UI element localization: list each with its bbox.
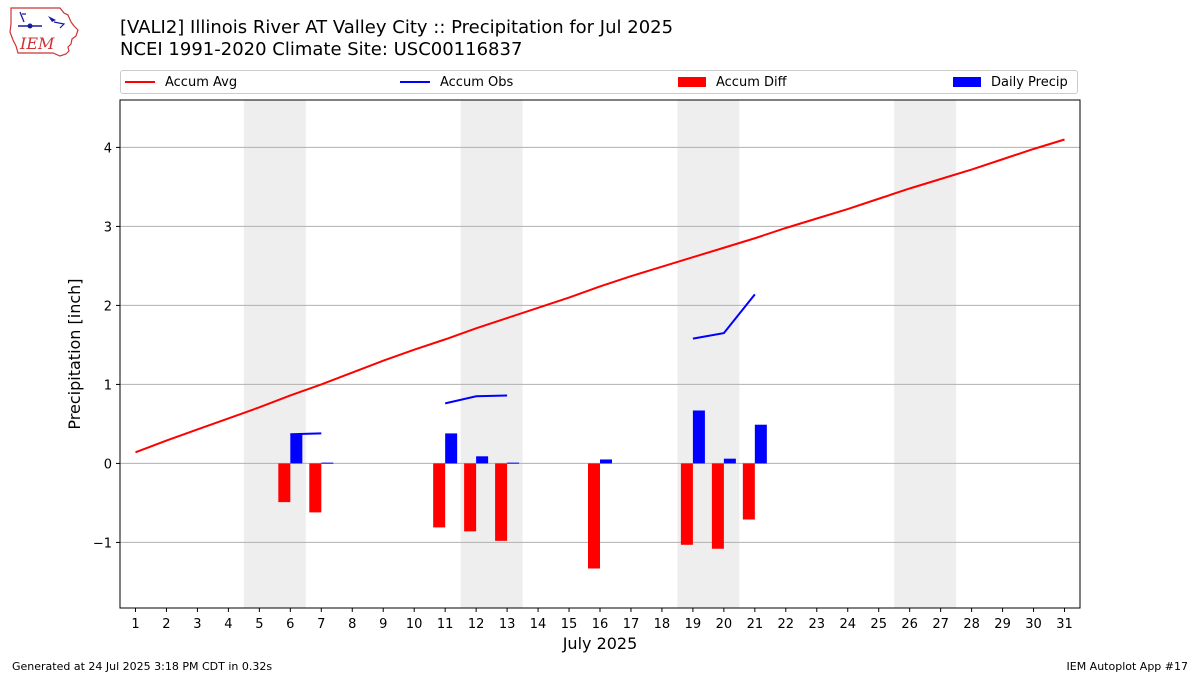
legend-item-accum-avg: Accum Avg [125,71,237,93]
daily-precip-bar-20 [723,458,736,464]
x-tick-label: 3 [193,617,201,632]
accum-diff-bar-16 [588,463,600,569]
x-tick-label: 22 [778,617,795,632]
daily-precip-bar-16 [600,459,612,464]
legend-item-accum-obs: Accum Obs [400,71,513,93]
x-tick-label: 8 [348,617,356,632]
daily-precip-bar-13 [507,462,520,464]
x-tick-label: 2 [162,617,170,632]
accum-diff-bar-21 [742,463,755,520]
x-tick-label: 5 [255,617,263,632]
x-tick-label: 14 [530,617,547,632]
x-tick-label: 15 [561,617,578,632]
x-tick-label: 20 [716,617,733,632]
x-tick-label: 30 [1025,617,1042,632]
x-tick-label: 4 [224,617,232,632]
y-tick-label: 2 [104,299,112,314]
y-tick-label: 0 [104,457,112,472]
x-tick-label: 6 [286,617,294,632]
legend-label-accum-obs: Accum Obs [440,74,514,90]
x-tick-label: 1 [131,617,139,632]
daily-precip-bar-11 [445,433,458,464]
x-tick-label: 27 [932,617,949,632]
x-tick-label: 23 [809,617,826,632]
accum-obs-line-2 [692,293,756,340]
x-tick-label: 18 [654,617,671,632]
iem-logo: IEM [9,7,79,57]
x-tick-label: 12 [468,617,485,632]
daily-precip-bar-19 [692,410,705,464]
legend-swatch-accum-diff [678,77,706,87]
accum-diff-bar-6 [278,463,291,503]
x-tick-label: 17 [623,617,640,632]
footer-app: IEM Autoplot App #17 [1066,660,1189,673]
weekend-band-1 [460,100,523,608]
legend-label-accum-diff: Accum Diff [716,74,787,90]
y-axis-label: Precipitation [inch] [65,278,84,429]
x-tick-label: 19 [685,617,702,632]
accum-diff-bar-11 [433,463,446,528]
footer-generated: Generated at 24 Jul 2025 3:18 PM CDT in … [12,660,273,673]
daily-precip-bar-21 [754,424,767,464]
weekend-band-0 [243,100,306,608]
y-tick-label: 3 [104,220,112,235]
x-axis-label: July 2025 [562,634,638,653]
chart-subtitle: NCEI 1991-2020 Climate Site: USC00116837 [120,39,523,60]
chart-title: [VALI2] Illinois River AT Valley City ::… [120,17,674,38]
daily-precip-bar-6 [290,434,303,464]
legend-item-daily-precip: Daily Precip [953,71,1068,93]
accum-avg-line [135,138,1065,454]
legend-swatch-daily-precip [953,77,981,87]
legend-swatch-accum-obs [400,81,430,83]
accum-diff-bar-12 [464,463,477,532]
bars [278,410,767,569]
x-tick-label: 29 [994,617,1011,632]
x-tick-label: 9 [379,617,387,632]
daily-precip-bar-12 [476,456,489,464]
x-tick-label: 21 [747,617,764,632]
x-tick-label: 10 [406,617,423,632]
chart-legend: Accum Avg Accum Obs Accum Diff Daily Pre… [120,70,1078,94]
x-tick-label: 11 [437,617,454,632]
logo-text: IEM [19,34,55,53]
accum-diff-bar-19 [680,463,693,545]
x-tick-label: 26 [901,617,918,632]
x-tick-label: 7 [317,617,325,632]
accum-diff-bar-20 [711,463,724,549]
x-tick-label: 24 [839,617,856,632]
x-tick-label: 28 [963,617,980,632]
y-tick-label: 4 [104,141,112,156]
accum-obs-line-1 [444,394,508,405]
x-tick-label: 16 [592,617,609,632]
legend-swatch-accum-avg [125,81,155,83]
x-tick-label: 13 [499,617,516,632]
lines [135,138,1065,454]
accum-diff-bar-13 [495,463,508,541]
legend-item-accum-diff: Accum Diff [678,71,787,93]
accum-diff-bar-7 [309,463,322,513]
daily-precip-bar-7 [321,462,334,464]
x-tick-label: 31 [1056,617,1073,632]
y-tick-label: 1 [104,378,112,393]
y-tick-label: −1 [93,536,112,551]
legend-label-accum-avg: Accum Avg [165,74,238,90]
accum-obs-line-0 [290,432,322,436]
legend-label-daily-precip: Daily Precip [991,74,1068,90]
x-tick-label: 25 [870,617,887,632]
